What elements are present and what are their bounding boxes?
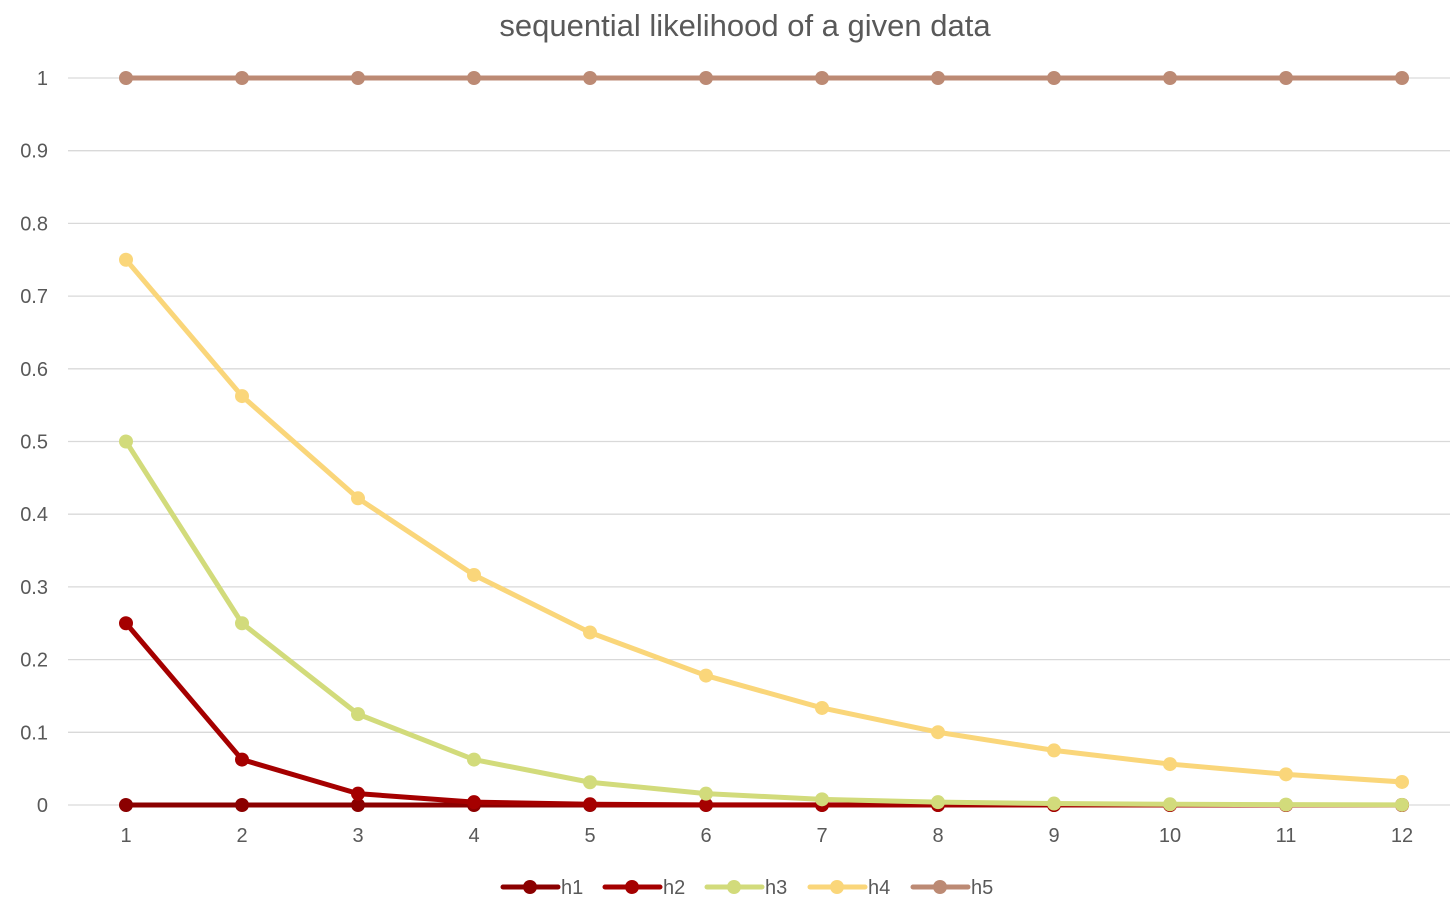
x-tick-label: 6 xyxy=(700,825,711,847)
y-tick-label: 0.4 xyxy=(20,504,48,526)
y-axis-tick-labels: 0 0.1 0.2 0.3 0.4 0.5 0.6 0.7 0.8 0.9 1 xyxy=(20,68,48,817)
data-point-h3 xyxy=(1047,796,1061,811)
legend: h1 h2 h3 h4 h5 xyxy=(500,877,993,899)
y-tick-label: 0 xyxy=(37,795,48,817)
data-point-h1 xyxy=(235,798,249,812)
data-point-h4 xyxy=(1047,743,1061,758)
legend-swatch-marker xyxy=(830,880,844,894)
x-tick-label: 3 xyxy=(352,825,363,847)
data-point-h2 xyxy=(467,795,481,810)
data-point-h2 xyxy=(235,752,249,767)
legend-swatch-marker xyxy=(933,880,947,894)
chart-title: sequential likelihood of a given data xyxy=(499,8,991,43)
data-point-h3 xyxy=(931,795,945,810)
y-tick-label: 0.9 xyxy=(20,141,48,163)
series-line-h2 xyxy=(123,620,1405,808)
data-point-h3 xyxy=(1279,797,1293,812)
data-point-h5 xyxy=(351,71,365,85)
data-point-h5 xyxy=(119,71,133,85)
data-point-h4 xyxy=(699,668,713,683)
data-point-h4 xyxy=(815,700,829,715)
y-tick-label: 0.2 xyxy=(20,650,48,672)
data-point-h3 xyxy=(235,616,249,631)
data-point-h4 xyxy=(467,567,481,582)
x-tick-label: 11 xyxy=(1276,825,1297,847)
legend-swatch-marker xyxy=(625,880,639,894)
x-tick-label: 4 xyxy=(468,825,479,847)
data-point-h3 xyxy=(1163,797,1177,812)
data-point-h3 xyxy=(699,786,713,801)
legend-item-h3: h3 xyxy=(704,877,787,899)
data-point-h5 xyxy=(699,71,713,85)
y-tick-label: 0.7 xyxy=(20,286,48,308)
legend-label: h5 xyxy=(971,877,993,899)
data-point-h2 xyxy=(119,616,133,631)
data-point-h5 xyxy=(1395,71,1409,85)
data-point-h3 xyxy=(815,792,829,807)
data-point-h3 xyxy=(1395,797,1409,812)
y-tick-label: 0.5 xyxy=(20,432,48,454)
data-point-h3 xyxy=(119,434,133,449)
legend-item-h5: h5 xyxy=(910,877,993,899)
legend-swatch-marker xyxy=(727,880,741,894)
y-tick-label: 0.3 xyxy=(20,577,48,599)
data-point-h5 xyxy=(931,71,945,85)
legend-swatch-marker xyxy=(523,880,537,894)
x-tick-label: 8 xyxy=(932,825,943,847)
y-tick-label: 0.1 xyxy=(20,722,48,744)
x-tick-label: 9 xyxy=(1048,825,1059,847)
data-point-h5 xyxy=(1279,71,1293,85)
legend-label: h4 xyxy=(868,877,890,899)
data-point-h2 xyxy=(351,786,365,801)
legend-label: h2 xyxy=(663,877,685,899)
data-point-h5 xyxy=(1163,71,1177,85)
legend-item-h4: h4 xyxy=(807,877,890,899)
data-point-h5 xyxy=(1047,71,1061,85)
legend-label: h3 xyxy=(765,877,787,899)
data-point-h2 xyxy=(583,797,597,812)
x-axis-tick-labels: 1 2 3 4 5 6 7 8 9 10 11 12 xyxy=(120,825,1413,847)
data-point-h4 xyxy=(1395,774,1409,789)
x-tick-label: 10 xyxy=(1159,825,1181,847)
series-h4 xyxy=(119,252,1409,789)
legend-item-h2: h2 xyxy=(602,877,685,899)
data-point-h5 xyxy=(467,71,481,85)
data-point-h4 xyxy=(583,625,597,640)
data-point-h5 xyxy=(815,71,829,85)
data-point-h3 xyxy=(583,775,597,790)
y-tick-label: 0.8 xyxy=(20,213,48,235)
data-point-h5 xyxy=(235,71,249,85)
series-h3 xyxy=(119,434,1409,812)
x-tick-label: 7 xyxy=(816,825,827,847)
gridlines xyxy=(68,77,1450,806)
series-h2 xyxy=(119,616,1409,812)
x-tick-label: 5 xyxy=(584,825,595,847)
plot-area-series xyxy=(119,71,1409,812)
data-point-h4 xyxy=(235,389,249,404)
series-line-h4 xyxy=(123,257,1405,785)
y-tick-label: 1 xyxy=(37,68,48,90)
x-tick-label: 2 xyxy=(236,825,247,847)
series-line-h3 xyxy=(123,439,1405,808)
data-point-h3 xyxy=(351,707,365,722)
data-point-h4 xyxy=(1163,757,1177,772)
data-point-h2 xyxy=(699,797,713,812)
y-tick-label: 0.6 xyxy=(20,359,48,381)
data-point-h1 xyxy=(119,798,133,812)
legend-item-h1: h1 xyxy=(500,877,583,899)
data-point-h1 xyxy=(351,798,365,812)
data-point-h4 xyxy=(119,252,133,267)
x-tick-label: 1 xyxy=(120,825,131,847)
data-point-h5 xyxy=(583,71,597,85)
data-point-h3 xyxy=(467,752,481,767)
legend-label: h1 xyxy=(561,877,583,899)
x-tick-label: 12 xyxy=(1391,825,1413,847)
series-h5 xyxy=(119,71,1409,85)
data-point-h4 xyxy=(931,725,945,740)
data-point-h4 xyxy=(1279,767,1293,782)
data-point-h4 xyxy=(351,491,365,506)
